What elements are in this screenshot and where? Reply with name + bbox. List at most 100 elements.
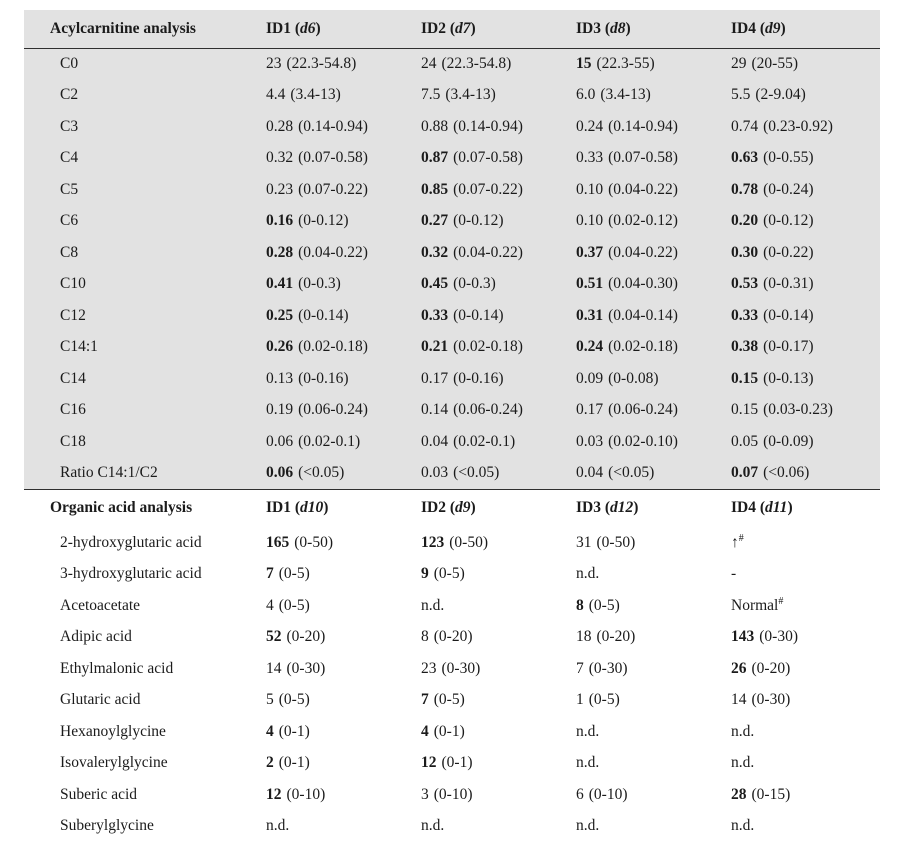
reference-range: (0-30) bbox=[759, 628, 798, 646]
measured-value: 0.33 bbox=[576, 149, 604, 167]
reference-range: (3.4-13) bbox=[600, 86, 651, 104]
reference-range: (0.04-0.22) bbox=[453, 243, 523, 261]
value-cell: n.d. bbox=[576, 559, 731, 591]
measured-value: 12 bbox=[266, 785, 282, 803]
table-row: 3-hydroxyglutaric acid 7 (0-5) 9 (0-5) n.d. - bbox=[24, 559, 880, 591]
reference-range: (22.3-54.8) bbox=[286, 55, 357, 72]
value-cell: 165 (0-50) bbox=[266, 527, 421, 559]
value-cell: 12 (0-10) bbox=[266, 779, 421, 811]
table-row: Ethylmalonic acid 14 (0-30) 23 (0-30) 7 (0-30)… bbox=[24, 653, 880, 685]
value-cell: n.d. bbox=[576, 811, 731, 843]
reference-range: (0-0.14) bbox=[763, 306, 814, 324]
measured-value: 7 bbox=[421, 691, 429, 709]
value-cell: 0.45 (0-0.3) bbox=[421, 269, 576, 301]
measured-value: n.d. bbox=[576, 754, 600, 772]
reference-range: (0.07-0.22) bbox=[298, 180, 368, 198]
measured-value: 14 bbox=[266, 659, 282, 677]
analyte-label: Acetoacetate bbox=[60, 596, 141, 614]
measured-value: 4 bbox=[266, 722, 274, 740]
value-cell: 14 (0-30) bbox=[266, 653, 421, 685]
analyte-label: Hexanoylglycine bbox=[60, 722, 166, 740]
measured-value: 0.45 bbox=[421, 275, 449, 293]
value-cell: 0.16 (0-0.12) bbox=[266, 206, 421, 238]
measured-value: n.d. bbox=[731, 817, 755, 835]
measured-value: 0.78 bbox=[731, 180, 759, 198]
measured-value: 8 bbox=[421, 628, 429, 646]
measured-value: 18 bbox=[576, 628, 592, 646]
measured-value: 0.30 bbox=[731, 243, 759, 261]
value-cell: 18 (0-20) bbox=[576, 622, 731, 654]
reference-range: (0-5) bbox=[278, 691, 310, 709]
value-cell: 0.41 (0-0.3) bbox=[266, 269, 421, 301]
value-cell: 7 (0-5) bbox=[421, 685, 576, 717]
value-cell: 0.06 (<0.05) bbox=[266, 458, 421, 490]
measured-value: 1 bbox=[576, 691, 584, 709]
measured-value: 0.37 bbox=[576, 243, 604, 261]
column-day-label: d8 bbox=[610, 19, 626, 37]
value-cell: 0.78 (0-0.24) bbox=[731, 174, 880, 206]
measured-value: 0.41 bbox=[266, 275, 294, 293]
analyte-label: Ratio C14:1/C2 bbox=[60, 464, 158, 481]
footnote-marker: # bbox=[778, 595, 784, 607]
analysis-table-body: Acylcarnitine analysis ID1 (d6) ID2 (d7) ID… bbox=[24, 10, 880, 842]
measured-value: 12 bbox=[421, 754, 437, 772]
analyte-label: Suberylglycine bbox=[60, 817, 154, 835]
measured-value: 0.33 bbox=[731, 306, 759, 324]
table-row: Hexanoylglycine 4 (0-1) 4 (0-1) n.d. n.d. bbox=[24, 716, 880, 748]
analyte-label: C14:1 bbox=[60, 338, 98, 356]
reference-range: (0-0.24) bbox=[763, 180, 814, 198]
value-cell: 0.31 (0.04-0.14) bbox=[576, 300, 731, 332]
acylcarnitine-column-header-id1: ID1 (d6) bbox=[266, 19, 321, 37]
measured-value: 4.4 bbox=[266, 86, 286, 104]
analyte-label: Suberic acid bbox=[60, 785, 138, 803]
measured-value: 23 bbox=[421, 659, 437, 677]
table-row: Ratio C14:1/C2 0.06 (<0.05) 0.03 (<0.05) 0.04… bbox=[24, 457, 880, 490]
value-cell: 31 (0-50) bbox=[576, 527, 731, 559]
analyte-label: C2 bbox=[60, 86, 79, 104]
reference-range: (0.03-0.23) bbox=[763, 401, 833, 419]
reference-range: (0-30) bbox=[286, 659, 326, 677]
value-cell: 0.04 (<0.05) bbox=[576, 458, 731, 490]
measured-value: 5.5 bbox=[731, 86, 751, 104]
value-cell: 0.13 (0-0.16) bbox=[266, 363, 421, 395]
reference-range: (0-20) bbox=[751, 659, 791, 677]
measured-value: 31 bbox=[576, 533, 592, 551]
table-row: C12 0.25 (0-0.14) 0.33 (0-0.14) 0.31 (0.04-0.1… bbox=[24, 300, 880, 332]
value-cell: 15 (22.3-55) bbox=[576, 48, 731, 80]
measured-value: 0.63 bbox=[731, 149, 759, 167]
measured-value: 0.23 bbox=[266, 180, 294, 198]
table-row: C4 0.32 (0.07-0.58) 0.87 (0.07-0.58) 0.33 (0.0… bbox=[24, 142, 880, 174]
reference-range: (0.02-0.18) bbox=[453, 338, 523, 356]
measured-value: 0.74 bbox=[731, 117, 759, 135]
table-row: C14 0.13 (0-0.16) 0.17 (0-0.16) 0.09 (0-0.08) 0… bbox=[24, 363, 880, 395]
reference-range: (0.04-0.14) bbox=[608, 306, 678, 324]
measured-value: 0.25 bbox=[266, 306, 294, 324]
measured-value: 0.32 bbox=[266, 149, 294, 167]
reference-range: (0-0.55) bbox=[763, 149, 814, 167]
value-cell: 0.03 (0.02-0.10) bbox=[576, 426, 731, 458]
value-cell: 0.28 (0.14-0.94) bbox=[266, 111, 421, 143]
measured-value: ↑ bbox=[731, 533, 739, 551]
value-cell: 8 (0-5) bbox=[576, 590, 731, 622]
value-cell: 0.17 (0.06-0.24) bbox=[576, 395, 731, 427]
analyte-label: 2-hydroxyglutaric acid bbox=[60, 533, 202, 551]
measured-value: 0.06 bbox=[266, 432, 294, 450]
reference-range: (3.4-13) bbox=[445, 86, 496, 104]
measured-value: 0.07 bbox=[731, 464, 759, 481]
column-id-label: ID2 bbox=[421, 19, 446, 37]
measured-value: 4 bbox=[421, 722, 429, 740]
reference-range: (0-0.22) bbox=[763, 243, 814, 261]
analyte-label: C3 bbox=[60, 117, 79, 135]
value-cell: - bbox=[731, 559, 880, 591]
measured-value: n.d. bbox=[731, 754, 755, 772]
table-row: C8 0.28 (0.04-0.22) 0.32 (0.04-0.22) 0.37 (0.0… bbox=[24, 237, 880, 269]
value-cell: 0.51 (0.04-0.30) bbox=[576, 269, 731, 301]
reference-range: (0.06-0.24) bbox=[608, 401, 678, 419]
measured-value: 0.24 bbox=[576, 117, 604, 135]
value-cell: 4 (0-5) bbox=[266, 590, 421, 622]
measured-value: 4 bbox=[266, 596, 274, 614]
reference-range: (0-5) bbox=[588, 691, 620, 709]
measured-value: 29 bbox=[731, 55, 747, 72]
value-cell: 0.28 (0.04-0.22) bbox=[266, 237, 421, 269]
measured-value: 0.51 bbox=[576, 275, 604, 293]
